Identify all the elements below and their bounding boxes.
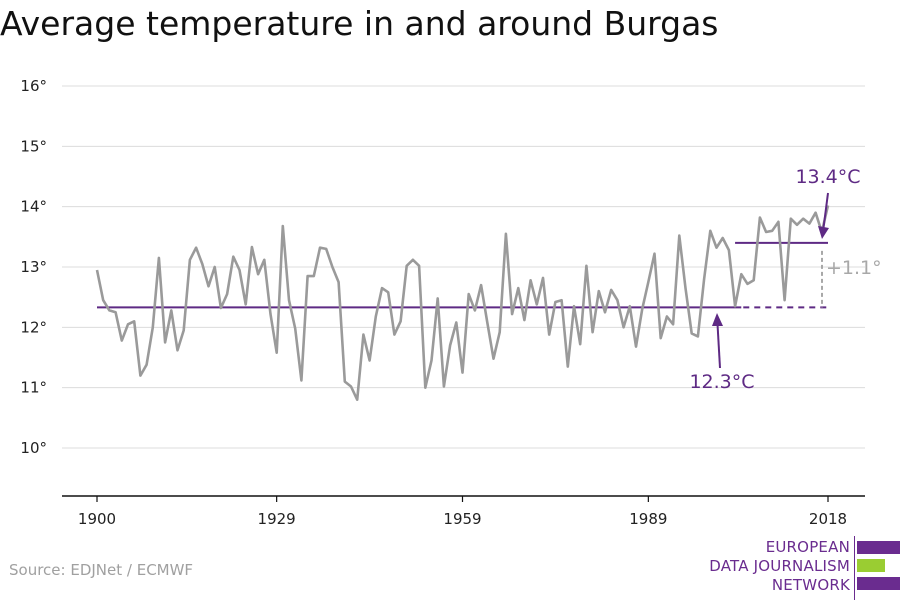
y-tick-labels: 10° 11° 12° 13° 14° 15° 16°	[20, 77, 47, 457]
y-tick-1: 11°	[20, 379, 47, 397]
edjnet-logo: EUROPEAN DATA JOURNALISM NETWORK	[700, 536, 900, 600]
reference-lines	[97, 241, 828, 309]
logo-divider	[854, 536, 855, 600]
x-axis	[62, 495, 865, 502]
logo-line-3: NETWORK	[771, 576, 850, 594]
chart-title: Average temperature in and around Burgas	[0, 4, 719, 43]
logo-line-1: EUROPEAN	[765, 538, 850, 556]
arrow-baseline-head	[712, 313, 723, 326]
logo-bar-2	[857, 559, 885, 572]
y-tick-0: 10°	[20, 439, 47, 457]
y-tick-2: 12°	[20, 318, 47, 336]
series-layer	[95, 205, 830, 402]
label-recent-average: 13.4°C	[795, 166, 860, 188]
label-baseline-average: 12.3°C	[689, 371, 754, 393]
x-tick-4: 2018	[809, 510, 847, 528]
grid-lines	[62, 85, 865, 449]
arrow-recent-shaft	[822, 192, 829, 229]
temperature-series-line	[95, 205, 830, 402]
y-tick-5: 15°	[20, 137, 47, 155]
x-tick-0: 1900	[78, 510, 116, 528]
y-tick-4: 14°	[20, 198, 47, 216]
label-difference: +1.1°	[826, 257, 882, 279]
y-tick-6: 16°	[20, 77, 47, 95]
annotations: 13.4°C 12.3°C +1.1°	[689, 166, 881, 393]
x-tick-3: 1989	[629, 510, 667, 528]
y-tick-3: 13°	[20, 258, 47, 276]
x-tick-2: 1959	[443, 510, 481, 528]
arrow-baseline-shaft	[716, 323, 721, 369]
x-tick-1: 1929	[258, 510, 296, 528]
source-note: Source: EDJNet / ECMWF	[9, 561, 194, 579]
logo-line-2: DATA JOURNALISM	[709, 557, 850, 575]
logo-bar-1	[857, 541, 900, 554]
arrow-recent-head	[818, 226, 829, 239]
logo-bar-3	[857, 577, 900, 590]
x-tick-labels: 1900 1929 1959 1989 2018	[78, 510, 847, 528]
